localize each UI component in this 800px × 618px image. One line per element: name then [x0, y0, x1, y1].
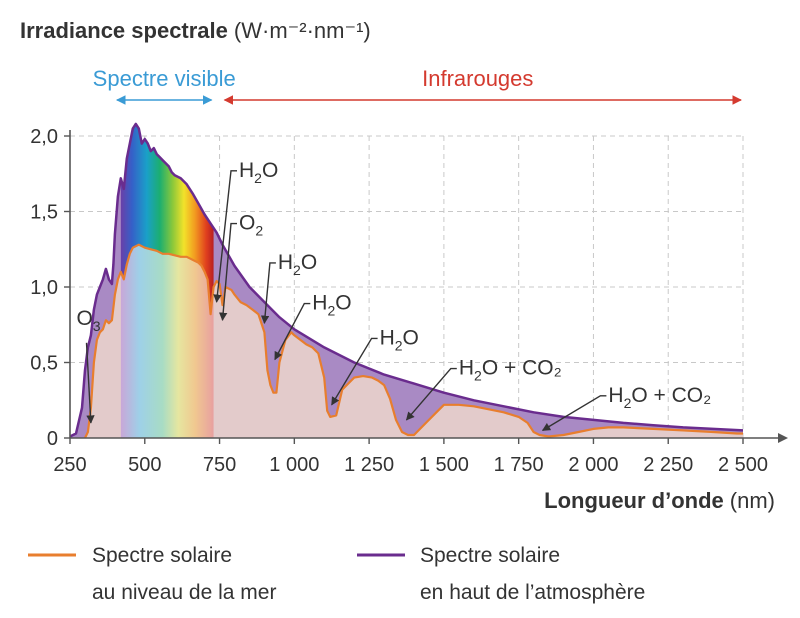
legend-label-sea-level-line1: Spectre solaire — [92, 544, 232, 567]
spectrum-areas — [70, 123, 743, 439]
x-tick-label: 2 250 — [643, 454, 693, 476]
x-tick-label: 2 500 — [718, 454, 768, 476]
legend-label-sea-level-line2: au niveau de la mer — [92, 581, 276, 604]
annotation-label: O3 — [76, 307, 100, 334]
annotation-arrow — [274, 302, 311, 361]
x-tick-label: 1 500 — [419, 454, 469, 476]
spectrum-lines — [69, 122, 744, 439]
x-axis-label-text: Longueur d’onde — [544, 488, 724, 513]
annotation-arrow — [85, 342, 95, 424]
x-tick-label: 750 — [203, 454, 236, 476]
spectral-regions: Spectre visible Infrarouges — [93, 66, 742, 105]
legend-label-top-atmosphere-line2: en haut de l’atmosphère — [420, 581, 645, 604]
area-sea-level — [85, 244, 743, 438]
annotation-label: O2 — [239, 212, 263, 239]
x-tick-label: 500 — [128, 454, 161, 476]
chart-title-text: Irradiance spectrale — [20, 18, 228, 43]
annotation-label: H2O — [278, 251, 317, 278]
legend-item-top-atmosphere: Spectre solaire en haut de l’atmosphère — [357, 544, 645, 604]
visible-band-sea — [120, 244, 214, 438]
x-tick-label: 2 000 — [568, 454, 618, 476]
line-sea-level — [84, 243, 743, 439]
legend-item-sea-level: Spectre solaire au niveau de la mer — [28, 544, 276, 604]
annotation-arrow — [260, 262, 276, 325]
annotation-label: H2O + CO₂ — [459, 357, 562, 384]
annotation-arrow — [405, 367, 457, 421]
annotation-arrow — [218, 222, 237, 322]
x-tick-label: 1 250 — [344, 454, 394, 476]
absorption-annotations: O3 H2O O2 H2O H2O H2O H2O + CO₂ H2O + CO₂ — [76, 159, 711, 432]
region-label-visible: Spectre visible — [93, 66, 236, 91]
y-tick-label: 0 — [47, 428, 58, 450]
x-axis-arrowhead — [778, 433, 788, 443]
annotation-arrow — [213, 170, 237, 303]
annotation-label: H2O + CO₂ — [608, 384, 711, 411]
chart-title-unit: (W·m⁻²·nm⁻¹) — [234, 18, 371, 43]
x-axis-label: Longueur d’onde (nm) — [544, 488, 775, 513]
x-tick-label: 1 000 — [269, 454, 319, 476]
x-tick-label: 250 — [53, 454, 86, 476]
annotation-arrow — [541, 395, 607, 432]
line-top-atmosphere — [69, 122, 744, 438]
annotation-label: H2O — [380, 326, 419, 353]
annotation-arrow — [331, 337, 378, 406]
y-tick-label: 1,5 — [30, 202, 58, 224]
y-tick-label: 0,5 — [30, 353, 58, 375]
region-label-infrared: Infrarouges — [422, 66, 533, 91]
y-tick-label: 1,0 — [30, 277, 58, 299]
legend: Spectre solaire au niveau de la mer Spec… — [28, 544, 645, 604]
x-tick-label: 1 750 — [494, 454, 544, 476]
annotation-label: H2O — [239, 159, 278, 186]
legend-label-top-atmosphere-line1: Spectre solaire — [420, 544, 560, 567]
x-axis-label-unit: (nm) — [730, 488, 775, 513]
annotation-label: H2O — [312, 292, 351, 319]
axes: 250 500 750 1 000 1 250 1 500 1 750 2 000 2 250 2… — [30, 126, 788, 476]
y-tick-label: 2,0 — [30, 126, 58, 148]
chart-title: Irradiance spectrale (W·m⁻²·nm⁻¹) — [20, 18, 371, 43]
